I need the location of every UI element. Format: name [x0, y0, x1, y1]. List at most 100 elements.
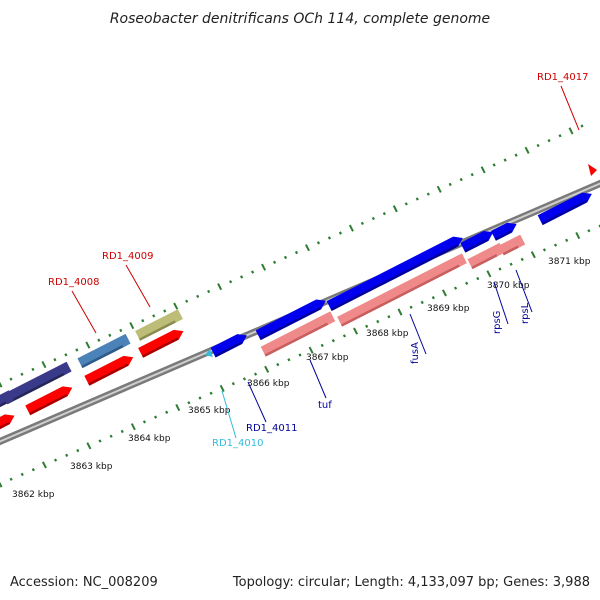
cds-reverse-1 — [138, 329, 184, 358]
feature-rd1-4009-shade — [138, 320, 176, 341]
cds-forward-tuf-body — [255, 299, 326, 341]
upper-ruler-tick — [119, 328, 123, 333]
gene-label-leader — [515, 269, 533, 313]
cds-reverse-2-shade — [88, 363, 129, 386]
upper-ruler-tick — [141, 319, 145, 323]
gene-label-rd1-4010: RD1_4010 — [212, 438, 263, 449]
marker-rd1-4017 — [588, 164, 597, 176]
upper-ruler-tick — [514, 153, 518, 157]
feature-rpsG-pink-body — [467, 242, 505, 270]
upper-ruler-tick — [41, 360, 47, 369]
upper-ruler-tick — [304, 244, 310, 252]
ruler-label: 3868 kbp — [366, 329, 409, 339]
cds-reverse-1-shade — [141, 337, 179, 358]
cds-forward-rd1-4011-body — [210, 334, 247, 358]
gene-label-fusa: fusA — [410, 342, 421, 364]
upper-ruler-tick — [283, 255, 288, 260]
feature-tuf-pink-shade — [264, 322, 329, 357]
lower-ruler-tick — [31, 468, 35, 472]
gene-label-rd1-4008: RD1_4008 — [48, 277, 99, 288]
feature-navy-1-shade — [6, 372, 65, 405]
gene-label-leader — [409, 313, 427, 355]
lower-ruler-tick — [287, 358, 291, 362]
lower-ruler-tick — [431, 296, 435, 300]
upper-ruler-tick — [75, 348, 79, 352]
feature-rpsG-pink-shade — [471, 254, 498, 270]
feature-rd1-4009-body — [135, 309, 183, 341]
cds-forward-fusA-shade — [330, 244, 459, 311]
lower-ruler-tick — [86, 442, 92, 450]
cds-forward-rd1-4017-shade — [541, 200, 588, 226]
lower-ruler-tick — [376, 319, 380, 324]
upper-ruler-tick — [348, 224, 354, 232]
upper-ruler-tick — [382, 211, 386, 216]
lower-ruler-tick — [331, 339, 335, 343]
lower-ruler-tick — [209, 391, 213, 395]
upper-ruler-tick — [9, 377, 13, 381]
map-title: Roseobacter denitrificans OCh 114, compl… — [110, 11, 490, 27]
cds-forward-rpsG-body — [460, 231, 494, 253]
gene-label-leader — [493, 281, 509, 325]
cds-reverse-4-body — [0, 414, 15, 434]
lower-ruler-tick — [542, 248, 547, 252]
lower-ruler-tick — [365, 324, 369, 328]
upper-ruler-tick — [272, 260, 277, 264]
upper-ruler-tick — [392, 205, 398, 213]
lower-ruler-tick — [198, 396, 202, 400]
gene-label-rpsg: rpsG — [492, 311, 503, 334]
lower-ruler-tick — [219, 384, 225, 393]
gene-label-rpsl: rpsL — [520, 302, 531, 324]
gene-label-leader — [247, 381, 267, 423]
lower-ruler-tick — [98, 439, 102, 443]
ruler-label: 3865 kbp — [188, 406, 231, 416]
ruler-label: 3869 kbp — [427, 304, 470, 314]
upper-ruler-tick — [152, 314, 156, 318]
lower-ruler-tick — [387, 315, 391, 319]
cds-forward-rd1-4017-body — [537, 192, 592, 226]
upper-ruler-tick — [207, 289, 211, 294]
ruler-label: 3864 kbp — [128, 434, 171, 444]
feature-fusA-pink — [337, 253, 467, 327]
gene-label-rd1-4011: RD1_4011 — [246, 423, 297, 434]
feature-rpsL-pink-shade — [502, 245, 519, 256]
upper-ruler-tick — [327, 236, 332, 240]
upper-ruler-tick — [436, 185, 442, 193]
upper-ruler-tick — [294, 250, 299, 255]
upper-ruler-tick — [338, 231, 342, 235]
upper-ruler-tick — [448, 182, 452, 187]
lower-ruler-tick — [142, 420, 147, 424]
lower-ruler-tick — [530, 251, 536, 259]
ruler-label: 3862 kbp — [12, 490, 55, 500]
feature-rd1-4009 — [135, 309, 183, 341]
lower-ruler-tick — [298, 353, 302, 357]
lower-ruler-tick — [509, 262, 513, 266]
lower-ruler-tick — [130, 423, 136, 431]
upper-ruler-tick — [196, 294, 200, 299]
cds-forward-rd1-4011-shade — [214, 341, 243, 358]
upper-ruler-tick — [470, 173, 474, 177]
gene-label-leader — [560, 85, 580, 131]
cds-forward-fusA-body — [326, 236, 463, 311]
upper-ruler-tick — [568, 127, 574, 135]
gene-label-leader — [309, 359, 327, 399]
lower-ruler-tick — [353, 327, 359, 335]
upper-ruler-tick — [547, 138, 551, 143]
feature-rpsL-pink — [498, 234, 526, 256]
lower-ruler-tick — [276, 362, 280, 367]
feature-navy-2-body — [0, 390, 14, 414]
lower-ruler-tick — [420, 300, 424, 305]
genome-summary-text: Topology: circular; Length: 4,133,097 bp… — [232, 575, 590, 590]
lower-ruler-tick — [65, 453, 69, 457]
upper-ruler-tick — [173, 302, 179, 310]
lower-ruler-tick — [76, 448, 80, 453]
lower-ruler-tick — [120, 429, 124, 434]
upper-ruler-tick — [492, 163, 496, 167]
lower-ruler-tick — [231, 382, 235, 386]
cds-forward-tuf — [255, 299, 326, 341]
feature-tuf-pink — [260, 311, 336, 357]
lower-ruler-tick — [453, 286, 458, 290]
upper-ruler-tick — [240, 275, 244, 279]
upper-ruler-tick — [459, 177, 463, 182]
gene-label-leader — [71, 290, 97, 334]
